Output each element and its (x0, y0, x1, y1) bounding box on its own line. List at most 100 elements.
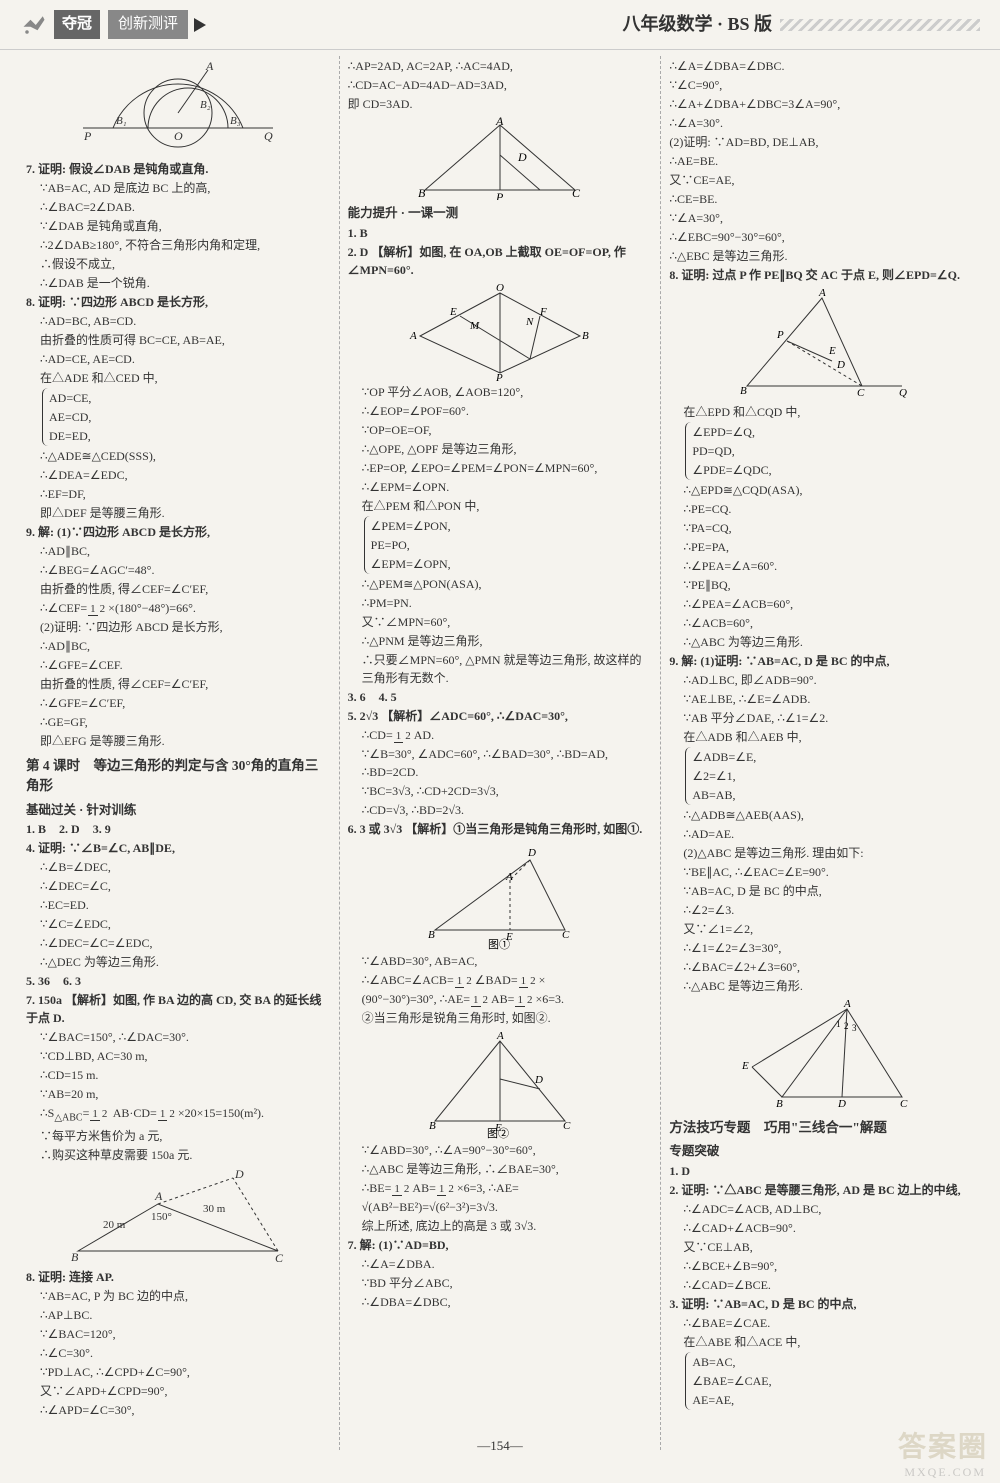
svg-text:E: E (828, 345, 836, 357)
q8-brace: AD=CE, AE=CD, DE=ED, (42, 388, 91, 446)
c2-q6-body2: ∵∠ABD=30°, ∴∠A=90°−30°=60°, ∴△ABC 是等边三角形… (348, 1141, 653, 1235)
q8-head: 8. 证明: ∵四边形 ABCD 是长方形, (26, 293, 331, 311)
q9-head: 9. 解: (1)∵四边形 ABCD 是长方形, (26, 523, 331, 541)
l4-q4-body: ∴∠B=∠DEC, ∴∠DEC=∠C, ∴EC=ED. ∵∠C=∠EDC, ∴∠… (26, 858, 331, 971)
q7-head: 7. 证明: 假设∠DAB 是钝角或直角. (26, 160, 331, 178)
svg-text:图①: 图① (488, 938, 510, 950)
diagram-fig2: A B C E D 图② (415, 1029, 585, 1139)
c2-top1: ∴CD=AC−AD=4AD−AD=3AD, (348, 76, 653, 94)
c3-t5: ∴AE=BE. (669, 152, 974, 170)
svg-text:N: N (525, 316, 534, 328)
svg-text:B: B (428, 929, 435, 941)
topic-q3-brace: AB=AC, ∠BAE=∠CAE, AE=AE, (685, 1352, 771, 1410)
c2-q2-body: ∵OP 平分∠AOB, ∠AOB=120°, ∴∠EOP=∠POF=60°. ∵… (348, 383, 653, 687)
svg-text:B: B (776, 1098, 783, 1110)
svg-text:C: C (563, 1120, 571, 1132)
topic-title: 方法技巧专题 巧用"三线合一"解题 (669, 1118, 974, 1138)
c3-t3: ∴∠A=30°. (669, 114, 974, 132)
topic-sub: 专题突破 (669, 1142, 974, 1161)
svg-text:E: E (449, 306, 457, 318)
diagram-c3-tri2: A B C D E 1 2 3 (732, 997, 912, 1112)
l4-q7-body: ∵∠BAC=150°, ∴∠DAC=30°. ∵CD⊥BD, AC=30 m, … (26, 1028, 331, 1163)
svg-text:E: E (741, 1060, 749, 1072)
svg-text:A: A (818, 287, 826, 299)
svg-text:C: C (275, 1251, 284, 1265)
c2-q5-body: ∴CD=12AD. ∵∠B=30°, ∠ADC=60°, ∴∠BAD=30°, … (348, 726, 653, 819)
svg-text:P: P (495, 372, 503, 381)
svg-text:A: A (154, 1189, 163, 1203)
svg-text:A: A (205, 59, 214, 73)
grade-version: 八年级数学 · BS 版 (622, 11, 772, 38)
svg-text:D: D (527, 847, 536, 859)
topic-q3-body: ∴∠BAE=∠CAE. 在△ABE 和△ACE 中, AB=AC, ∠BAE=∠… (669, 1314, 974, 1410)
c2-top2: 即 CD=3AD. (348, 95, 653, 113)
svg-text:B₂: B₂ (200, 99, 211, 111)
c3-t6: 又∵CE=AE, (669, 171, 974, 189)
diagram-circles: A B₁ B₂ B₃ P O Q (78, 58, 278, 158)
ability-head: 能力提升 · 一课一测 (348, 204, 653, 223)
svg-text:1: 1 (836, 1019, 841, 1029)
c3-t8: ∵∠A=30°, (669, 209, 974, 227)
l4-q7-head: 7. 150a 【解析】如图, 作 BA 边的高 CD, 交 BA 的延长线于点… (26, 991, 331, 1027)
diagram-fig1: D A B E C 图① (410, 840, 590, 950)
l4-q8-body: ∵AB=AC, P 为 BC 边的中点, ∴AP⊥BC. ∵∠BAC=120°,… (26, 1287, 331, 1419)
svg-text:图②: 图② (487, 1127, 509, 1139)
svg-text:D: D (534, 1074, 543, 1086)
svg-text:A: A (409, 330, 417, 342)
svg-text:30 m: 30 m (203, 1203, 226, 1215)
svg-text:C: C (562, 929, 570, 941)
c3-q8-head: 8. 证明: 过点 P 作 PE∥BQ 交 AC 于点 E, 则∠EPD=∠Q. (669, 266, 974, 284)
svg-text:P: P (495, 190, 504, 200)
diagram-rhombus: O A B E F M N P (400, 281, 600, 381)
watermark-url: MXQE.COM (904, 1463, 986, 1481)
svg-text:20 m: 20 m (103, 1219, 126, 1231)
svg-text:B: B (71, 1250, 79, 1264)
svg-text:A: A (495, 115, 504, 128)
svg-text:B: B (582, 330, 589, 342)
svg-text:D: D (517, 150, 527, 164)
c3-q9-head: 9. 解: (1)证明: ∵AB=AC, D 是 BC 的中点, (669, 652, 974, 670)
l4-q8-head: 8. 证明: 连接 AP. (26, 1268, 331, 1286)
c2-q6-head: 6. 3 或 3√3 【解析】①当三角形是钝角三角形时, 如图①. (348, 820, 653, 838)
svg-text:150°: 150° (151, 1211, 172, 1223)
svg-text:A: A (496, 1030, 504, 1042)
page-number: —154— (0, 1436, 1000, 1456)
svg-text:O: O (496, 282, 504, 294)
q9-body: ∴AD∥BC, ∴∠BEG=∠AGC′=48°. 由折叠的性质, 得∠CEF=∠… (26, 542, 331, 750)
c2-q7-head: 7. 解: (1)∵AD=BD, (348, 1236, 653, 1254)
svg-text:C: C (900, 1098, 908, 1110)
c3-q8-brace: ∠EPD=∠Q, PD=QD, ∠PDE=∠QDC, (685, 422, 771, 480)
diagram-c3-tri1: A B C Q P E D (727, 286, 917, 401)
header-stripe (780, 19, 980, 31)
svg-text:D: D (234, 1167, 244, 1181)
svg-text:Q: Q (899, 387, 907, 399)
c3-t0: ∴∠A=∠DBA=∠DBC. (669, 57, 974, 75)
column-3: ∴∠A=∠DBA=∠DBC. ∵∠C=90°, ∴∠A+∠DBA+∠DBC=3∠… (660, 56, 982, 1450)
diagram-triangle-150: A B C D 20 m 30 m 150° (63, 1166, 293, 1266)
lesson4-title: 第 4 课时 等边三角形的判定与含 30°角的直角三角形 (26, 756, 331, 797)
trophy-bird-icon (20, 11, 48, 39)
c3-t2: ∴∠A+∠DBA+∠DBC=3∠A=90°, (669, 95, 974, 113)
c3-t1: ∵∠C=90°, (669, 76, 974, 94)
diagram-tri-apbc: A B C P D (410, 115, 590, 200)
svg-text:C: C (572, 186, 581, 200)
c2-q2-head: 2. D 【解析】如图, 在 OA,OB 上截取 OE=OF=OP, 作∠MPN… (348, 243, 653, 279)
svg-text:M: M (469, 320, 480, 332)
c3-q8-body: 在△EPD 和△CQD 中, ∠EPD=∠Q, PD=QD, ∠PDE=∠QDC… (669, 403, 974, 651)
svg-text:D: D (837, 1098, 846, 1110)
svg-text:F: F (539, 306, 547, 318)
c3-t4: (2)证明: ∵AD=BD, DE⊥AB, (669, 133, 974, 151)
column-1: A B₁ B₂ B₃ P O Q 7. 证明: 假设∠DAB 是钝角或直角. ∵… (18, 56, 339, 1450)
svg-text:P: P (83, 129, 92, 143)
c2-q6-body1: ∵∠ABD=30°, AB=AC, ∴∠ABC=∠ACB=12∠BAD=12× … (348, 952, 653, 1027)
svg-text:P: P (776, 329, 784, 341)
c2-q5-head: 5. 2√3 【解析】∠ADC=60°, ∴∠DAC=30°, (348, 707, 653, 725)
c3-t10: ∴△EBC 是等边三角形. (669, 247, 974, 265)
c3-q9-body: ∴AD⊥BC, 即∠ADB=90°. ∵AE⊥BE, ∴∠E=∠ADB. ∵AB… (669, 671, 974, 995)
topic-q2-body: ∴∠ADC=∠ACB, AD⊥BC, ∴∠CAD+∠ACB=90°. 又∵CE⊥… (669, 1200, 974, 1294)
c3-q9-brace: ∠ADB=∠E, ∠2=∠1, AB=AB, (685, 747, 756, 805)
c3-t7: ∴CE=BE. (669, 190, 974, 208)
topic-q3-head: 3. 证明: ∵AB=AC, D 是 BC 的中点, (669, 1295, 974, 1313)
svg-text:A: A (505, 871, 513, 883)
page-header: 夺冠 创新测评 八年级数学 · BS 版 (0, 0, 1000, 50)
